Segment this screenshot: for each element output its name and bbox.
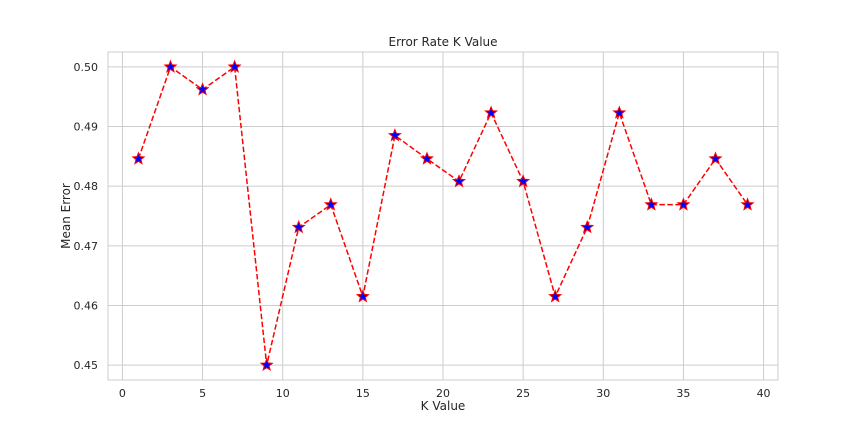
x-tick-label: 20 [436,387,450,400]
x-tick-label: 35 [676,387,690,400]
chart-title: Error Rate K Value [388,35,497,49]
data-point-marker [419,151,434,165]
x-tick-label: 0 [119,387,126,400]
x-axis-label: K Value [421,399,466,413]
grid-lines [108,52,778,380]
data-point-marker [323,197,338,211]
x-tick-label: 40 [757,387,771,400]
data-point-marker [580,219,595,234]
x-tick-label: 30 [596,387,610,400]
data-point-marker [259,357,274,372]
y-tick-label: 0.48 [74,180,99,193]
data-point-marker [548,289,563,303]
data-point-marker [516,174,531,188]
data-point-marker [484,105,499,119]
x-tick-label: 15 [356,387,370,400]
y-tick-label: 0.45 [74,359,99,372]
data-point-marker [355,289,370,303]
data-point-marker [195,82,210,96]
y-tick-labels: 0.45 0.46 0.47 0.48 0.49 0.50 [74,61,99,372]
plot-area-border [107,51,779,381]
x-tick-label: 25 [516,387,530,400]
data-point-marker [676,197,691,211]
data-point-marker [291,219,306,234]
series-markers [131,59,755,372]
data-point-marker [387,128,402,142]
y-tick-label: 0.49 [74,121,99,134]
x-tick-labels: 0 5 10 15 20 25 30 35 40 [119,387,771,400]
data-point-marker [227,59,242,73]
data-point-marker [163,59,178,73]
series-line [137,65,749,366]
data-point-marker [452,174,467,188]
y-tick-label: 0.50 [74,61,99,74]
y-tick-label: 0.47 [74,240,99,253]
y-axis-label: Mean Error [59,183,73,249]
x-tick-label: 5 [199,387,206,400]
data-point-marker [612,105,627,119]
x-tick-label: 10 [276,387,290,400]
data-point-marker [131,151,146,165]
data-point-marker [740,197,755,211]
y-tick-label: 0.46 [74,299,99,312]
data-point-marker [644,197,659,211]
data-point-marker [708,151,723,165]
